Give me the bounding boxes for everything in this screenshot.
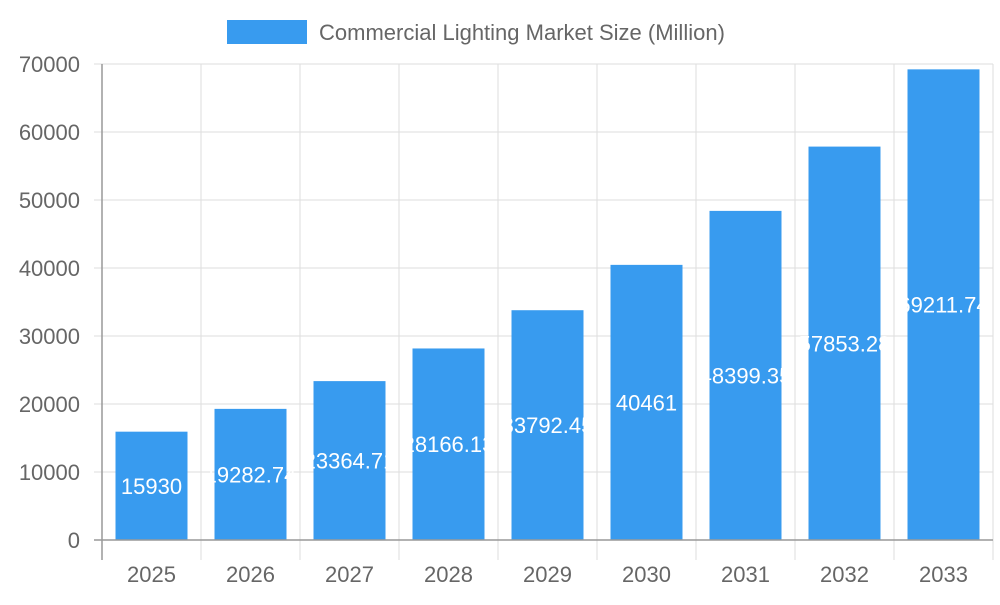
data-label: 19282.74 [205,462,297,487]
bar [907,69,980,540]
bar [709,210,782,541]
data-label: 28166.13 [403,432,495,457]
x-tick-label: 2028 [424,562,473,587]
x-tick-label: 2029 [523,562,572,587]
y-tick-label: 60000 [19,120,80,145]
data-label: 57853.28 [799,331,891,356]
legend-label: Commercial Lighting Market Size (Million… [319,20,725,45]
bar [115,431,188,540]
data-label: 23364.71 [304,449,396,474]
bar [214,408,287,540]
bar [610,264,683,540]
bar [412,348,485,540]
data-label: 33792.45 [502,413,594,438]
x-tick-label: 2027 [325,562,374,587]
y-tick-label: 50000 [19,188,80,213]
x-tick-label: 2026 [226,562,275,587]
x-tick-label: 2025 [127,562,176,587]
x-tick-label: 2033 [919,562,968,587]
data-label: 40461 [616,390,677,415]
bar [511,310,584,540]
y-tick-label: 40000 [19,256,80,281]
x-tick-label: 2030 [622,562,671,587]
data-label: 69211.74 [898,293,988,318]
x-tick-label: 2031 [721,562,770,587]
bar [313,381,386,540]
data-label: 15930 [121,474,182,499]
bars: 15930 19282.74 23364.71 28166.13 33792.45 404… [115,69,989,541]
y-tick-label: 0 [68,528,80,553]
bar [808,146,881,540]
grid [94,63,994,560]
x-tick-label: 2032 [820,562,869,587]
y-tick-label: 20000 [19,392,80,417]
y-tick-label: 30000 [19,324,80,349]
data-label: 48399.35 [700,363,792,388]
legend[interactable]: Commercial Lighting Market Size (Million… [227,20,725,45]
legend-swatch [227,20,307,44]
axes: 0 10000 20000 30000 40000 50000 60000 70000 2025… [19,52,993,587]
y-tick-label: 10000 [19,460,80,485]
y-tick-label: 70000 [19,52,80,77]
